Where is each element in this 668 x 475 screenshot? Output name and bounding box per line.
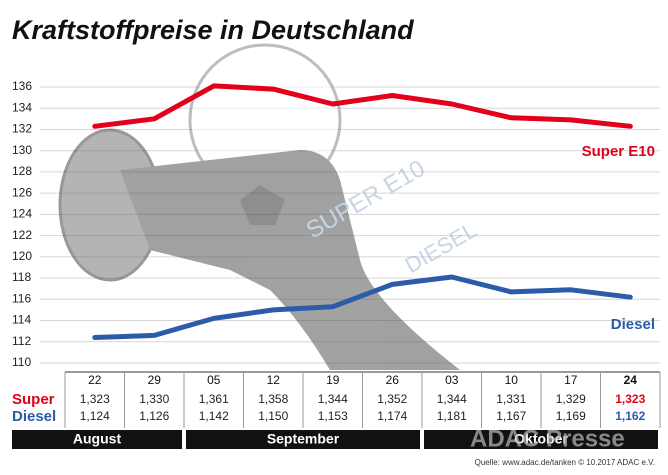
month-bar bbox=[12, 430, 182, 449]
value-label: 1,126 bbox=[139, 409, 169, 423]
value-label: 1,330 bbox=[139, 392, 169, 406]
y-tick-label: 110 bbox=[12, 355, 31, 369]
x-tick-label: 22 bbox=[88, 373, 102, 387]
y-tick-label: 132 bbox=[12, 122, 32, 136]
y-tick-label: 136 bbox=[12, 79, 32, 93]
value-label: 1,124 bbox=[80, 409, 110, 423]
y-tick-label: 116 bbox=[12, 291, 31, 305]
series-label: Super E10 bbox=[582, 143, 655, 160]
series-label: Diesel bbox=[611, 316, 655, 333]
row-label: Diesel bbox=[12, 408, 56, 425]
value-label: 1,358 bbox=[258, 392, 288, 406]
value-label: 1,167 bbox=[496, 409, 526, 423]
chart-title: Kraftstoffpreise in Deutschland bbox=[12, 15, 414, 45]
x-tick-label: 03 bbox=[445, 373, 459, 387]
svg-text:DIESEL: DIESEL bbox=[401, 217, 481, 278]
month-bar bbox=[186, 430, 420, 449]
x-tick-label: 19 bbox=[326, 373, 340, 387]
month-label: Oktober bbox=[514, 431, 568, 447]
value-label: 1,323 bbox=[80, 392, 110, 406]
y-tick-label: 120 bbox=[12, 249, 32, 263]
y-tick-label: 118 bbox=[12, 270, 31, 284]
y-tick-label: 128 bbox=[12, 164, 32, 178]
value-label: 1,352 bbox=[377, 392, 407, 406]
value-label: 1,174 bbox=[377, 409, 407, 423]
table: 22 1,323 1,124 29 1,330 1,126 05 1,361 1,142 12 1,… bbox=[12, 371, 661, 449]
value-label: 1,331 bbox=[496, 392, 526, 406]
value-label: 1,329 bbox=[556, 392, 586, 406]
value-label: 1,344 bbox=[437, 392, 467, 406]
y-tick-label: 122 bbox=[12, 228, 32, 242]
watermark: ADAC Presse bbox=[470, 425, 625, 452]
source: Quelle: www.adac.de/tanken © 10.2017 ADA… bbox=[475, 458, 655, 467]
y-tick-label: 124 bbox=[12, 207, 32, 221]
x-tick-label: 12 bbox=[267, 373, 281, 387]
x-tick-label: 17 bbox=[564, 373, 578, 387]
value-label: 1,153 bbox=[318, 409, 348, 423]
value-label: 1,150 bbox=[258, 409, 288, 423]
month-bar bbox=[424, 430, 658, 449]
x-tick-label: 10 bbox=[505, 373, 519, 387]
x-tick-label: 26 bbox=[386, 373, 400, 387]
illustration: SUPER E10 DIESEL bbox=[58, 43, 481, 370]
month-label: September bbox=[267, 431, 340, 447]
y-tick-label: 114 bbox=[12, 313, 31, 327]
value-label: 1,344 bbox=[318, 392, 348, 406]
value-label: 1,323 bbox=[615, 392, 645, 406]
line bbox=[92, 83, 633, 129]
y-tick-label: 126 bbox=[12, 185, 32, 199]
line bbox=[92, 274, 633, 340]
y-tick-label: 134 bbox=[12, 100, 32, 114]
x-tick-label: 29 bbox=[148, 373, 162, 387]
value-label: 1,142 bbox=[199, 409, 229, 423]
y-tick-label: 130 bbox=[12, 143, 32, 157]
x-tick-label: 05 bbox=[207, 373, 221, 387]
month-label: August bbox=[73, 431, 122, 447]
value-label: 1,169 bbox=[556, 409, 586, 423]
x-tick-label: 24 bbox=[624, 373, 638, 387]
y-tick-label: 112 bbox=[12, 334, 31, 348]
value-label: 1,162 bbox=[615, 409, 645, 423]
row-label: Super bbox=[12, 391, 55, 408]
value-label: 1,181 bbox=[437, 409, 467, 423]
value-label: 1,361 bbox=[199, 392, 229, 406]
plot: Super E10 Diesel bbox=[92, 83, 655, 340]
